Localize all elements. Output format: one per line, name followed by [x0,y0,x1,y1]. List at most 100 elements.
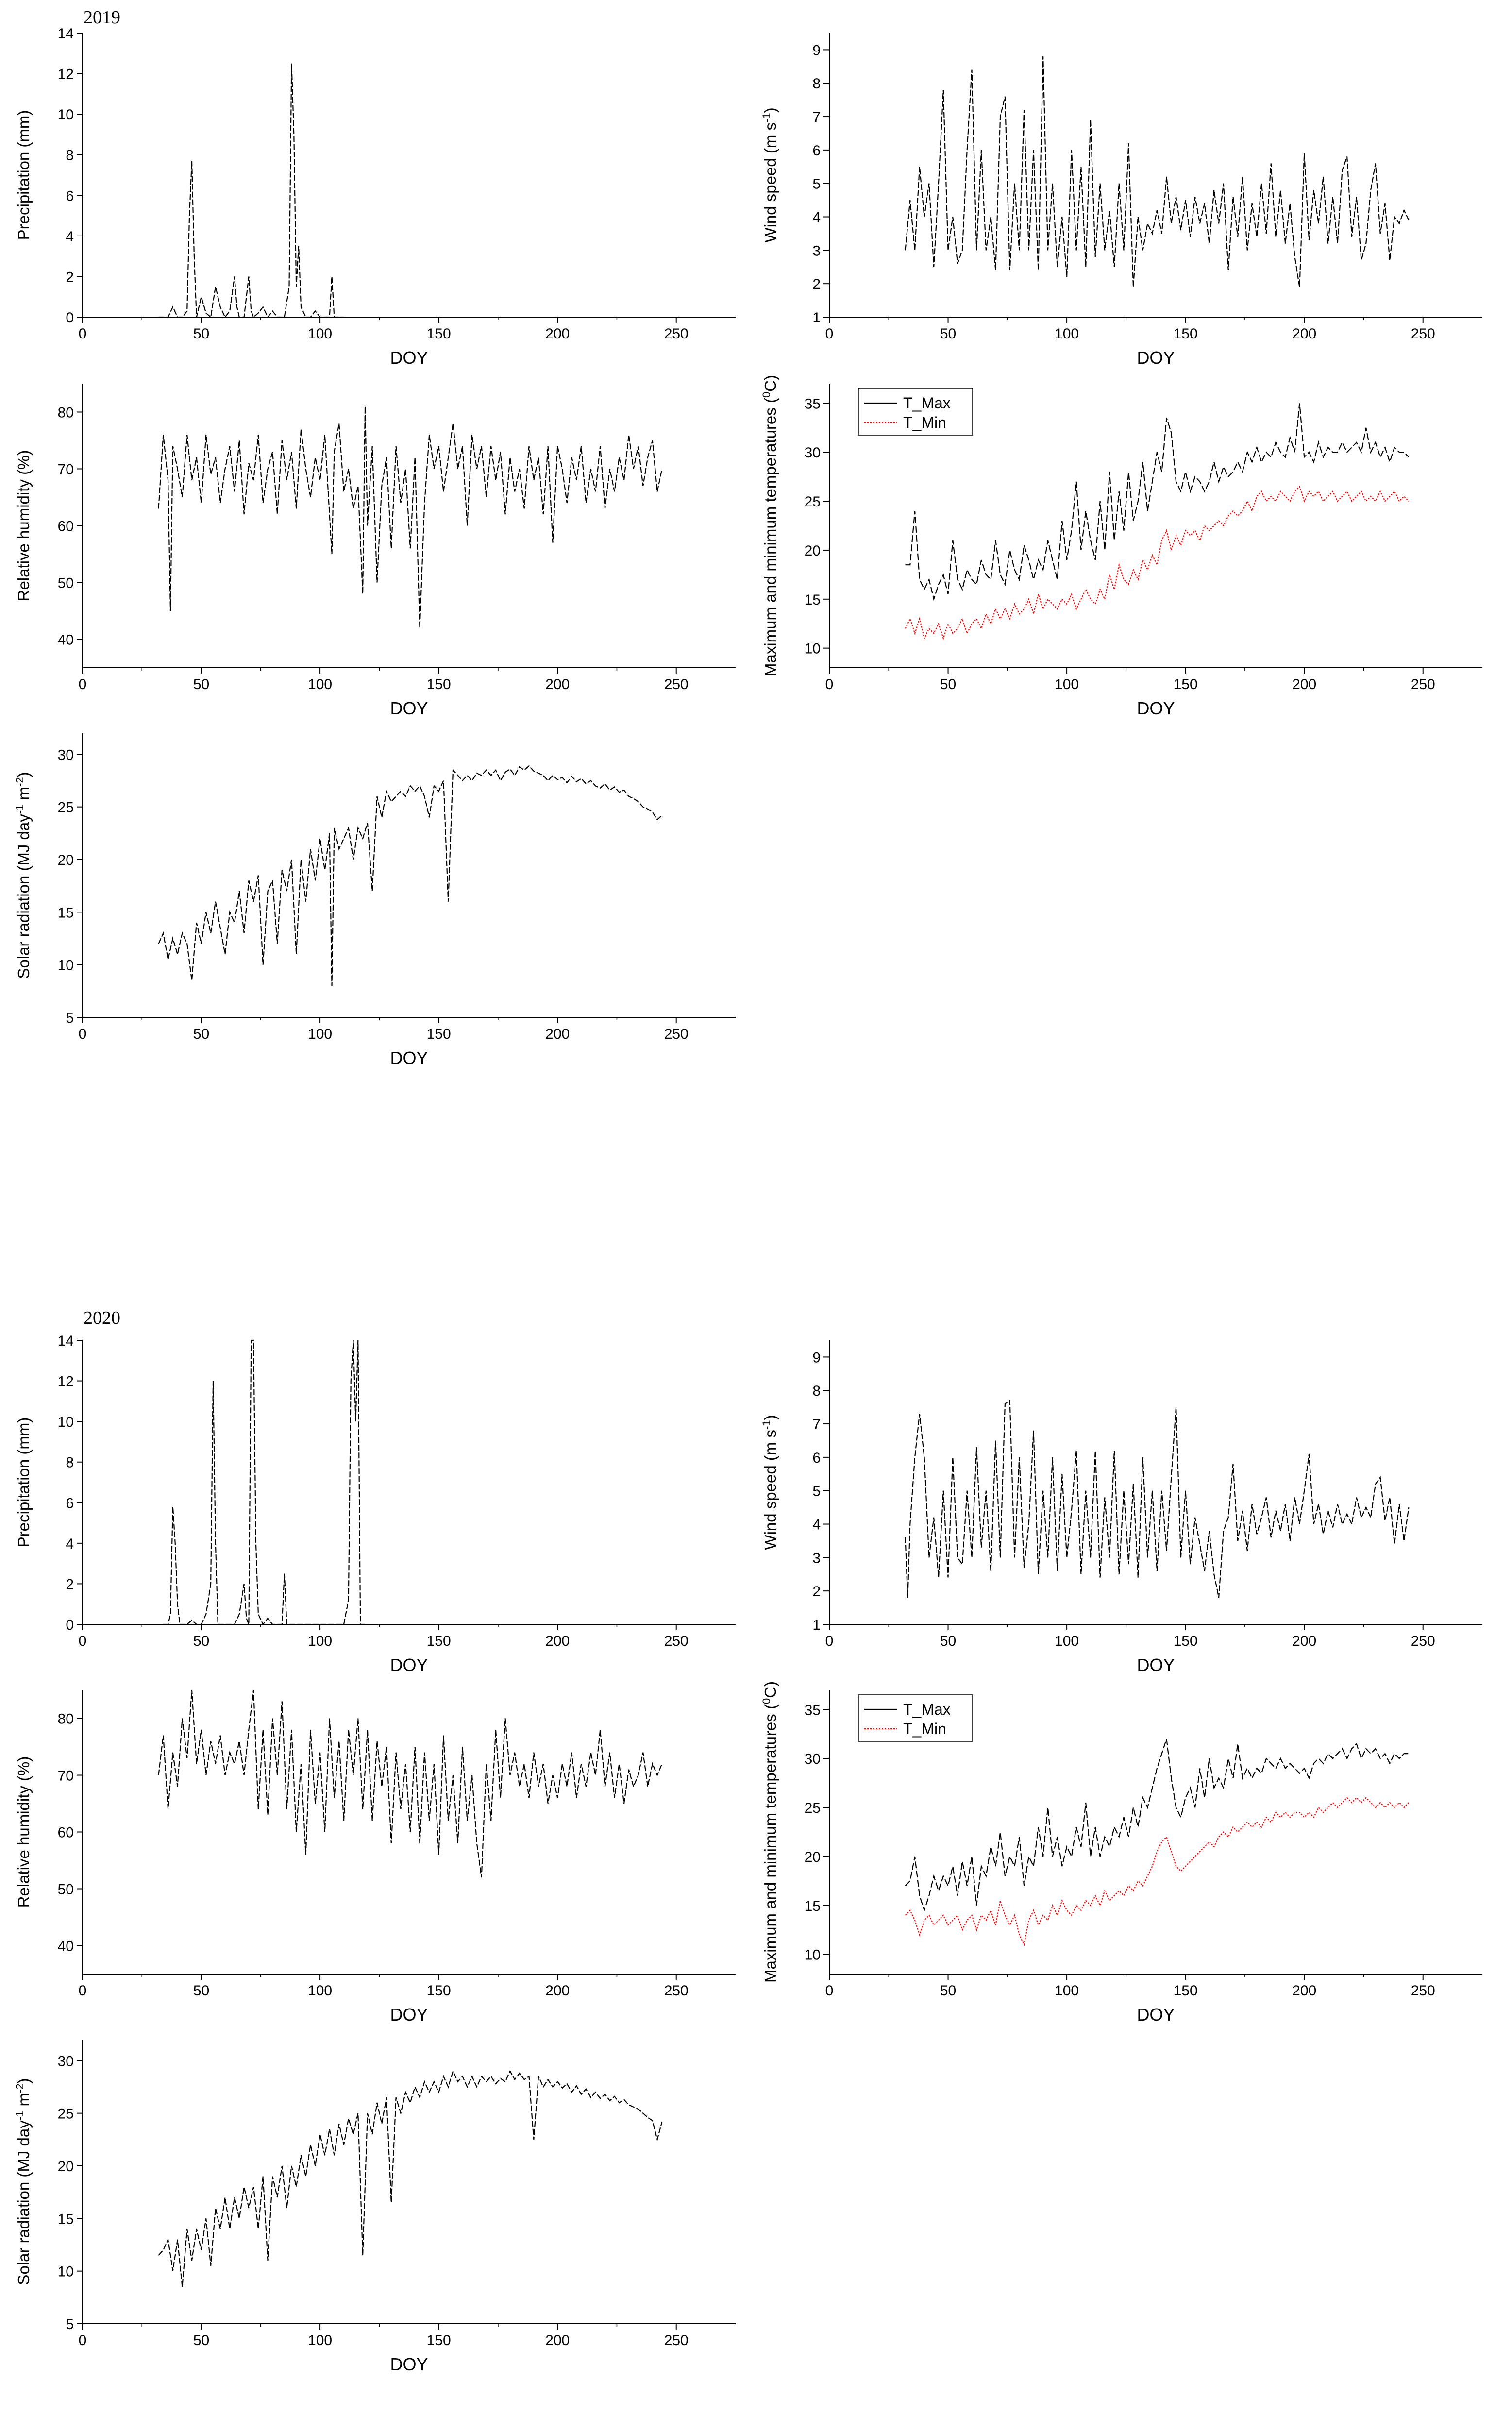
x-tick-label: 250 [1411,1983,1435,1999]
x-tick-label: 100 [308,676,332,692]
chart-panel-p2019-temp: 0 50 100 150 200 250 10 15 20 25 30 35 DOY Maximum an… [760,375,1482,718]
x-tick-label: 250 [1411,676,1435,692]
chart-panel-p2019-rh: 0 50 100 150 200 250 40 50 60 70 80 DOY Relative hum… [15,384,736,718]
chart-panel-p2020-precip: 0 50 100 150 200 250 0 2 4 6 8 10 12 14 DOY Precipitati… [15,1333,736,1675]
y-tick-label: 20 [58,852,74,868]
x-tick-label: 200 [545,2332,570,2348]
y-tick-label: 12 [58,67,74,83]
series-line-values [163,1339,368,1624]
x-tick-label: 150 [427,1983,451,1999]
y-tick-label: 30 [805,1751,821,1767]
series-line-t-max [905,403,1410,601]
y-tick-label: 8 [812,76,821,92]
y-tick-label: 10 [58,1414,74,1430]
y-tick-label: 3 [812,243,821,259]
x-tick-label: 100 [1055,676,1079,692]
x-tick-label: 50 [193,326,209,342]
x-tick-label: 250 [664,1983,689,1999]
y-tick-label: 8 [66,148,74,164]
legend-box [858,388,973,436]
x-tick-label: 200 [1292,1633,1316,1649]
legend: T_Max T_Min [858,1694,973,1742]
y-tick-label: 10 [58,2264,74,2280]
y-tick-label: 25 [805,494,821,510]
y-tick-label: 8 [66,1455,74,1471]
y-axis-label: Precipitation (mm) [15,110,33,240]
series-line-values [158,406,663,628]
y-tick-label: 20 [58,2159,74,2175]
legend-box [858,1694,973,1742]
y-tick-label: 60 [58,1825,74,1841]
x-tick-label: 150 [427,2332,451,2348]
y-tick-label: 30 [58,747,74,763]
x-axis-label: DOY [1137,1655,1175,1675]
y-tick-label: 40 [58,1939,74,1955]
x-tick-label: 50 [193,1983,209,1999]
x-tick-label: 0 [79,326,87,342]
y-tick-label: 10 [58,958,74,974]
y-tick-label: 15 [58,2211,74,2227]
y-tick-label: 0 [66,1617,74,1633]
x-axis-label: DOY [390,698,428,718]
legend-label: T_Min [903,1720,946,1738]
y-tick-label: 10 [805,1947,821,1963]
legend: T_Max T_Min [858,388,973,436]
y-tick-label: 35 [805,1702,821,1718]
x-tick-label: 200 [545,1026,570,1042]
legend-label: T_Min [903,414,946,431]
x-tick-label: 0 [79,1983,87,1999]
y-tick-label: 3 [812,1550,821,1566]
y-tick-label: 14 [58,1333,74,1349]
y-tick-label: 40 [58,632,74,648]
x-tick-label: 50 [193,1026,209,1042]
y-tick-label: 4 [812,1517,821,1533]
y-tick-label: 35 [805,396,821,412]
x-tick-label: 200 [545,1633,570,1649]
y-tick-label: 15 [58,905,74,921]
y-tick-label: 2 [812,1584,821,1600]
y-axis-label: Wind speed (m s-1) [760,1415,780,1550]
x-axis-label: DOY [390,1048,428,1068]
x-axis-label: DOY [390,2354,428,2374]
x-axis-label: DOY [390,2005,428,2025]
year-label-2020: 2020 [84,1308,120,1328]
legend-label: T_Max [903,1701,951,1718]
chart-panel-p2020-temp: 0 50 100 150 200 250 10 15 20 25 30 35 DOY Maximum an… [760,1681,1482,2025]
y-tick-label: 4 [66,1536,74,1552]
x-tick-label: 100 [1055,326,1079,342]
x-tick-label: 150 [427,676,451,692]
x-tick-label: 0 [825,1633,834,1649]
x-tick-label: 200 [1292,676,1316,692]
series-line-t-max [905,1739,1409,1912]
x-tick-label: 0 [79,1026,87,1042]
x-tick-label: 250 [664,326,689,342]
x-tick-label: 0 [79,676,87,692]
y-axis-label: Maximum and minimum temperatures (0C) [760,375,780,676]
y-tick-label: 4 [812,210,821,226]
x-axis-label: DOY [1137,2005,1175,2025]
x-tick-label: 250 [1411,1633,1435,1649]
y-tick-label: 70 [58,1768,74,1784]
series-line-t-min [905,485,1410,641]
y-tick-label: 25 [58,2106,74,2122]
x-tick-label: 150 [427,1633,451,1649]
x-tick-label: 50 [193,676,209,692]
y-tick-label: 60 [58,519,74,535]
x-tick-label: 200 [1292,326,1316,342]
y-tick-label: 5 [812,176,821,192]
y-tick-label: 20 [805,543,821,559]
x-tick-label: 100 [308,1983,332,1999]
y-axis-label: Relative humidity (%) [15,450,33,602]
series-line-values [905,1399,1410,1598]
y-tick-label: 6 [812,143,821,159]
x-tick-label: 50 [940,1983,956,1999]
y-axis-label: Precipitation (mm) [15,1418,33,1548]
y-tick-label: 9 [812,42,821,58]
x-tick-label: 150 [427,1026,451,1042]
x-tick-label: 250 [1411,326,1435,342]
y-axis-label: Solar radiation (MJ day-1 m-2) [14,2078,33,2285]
x-tick-label: 200 [545,326,570,342]
x-tick-label: 200 [1292,1983,1316,1999]
x-tick-label: 50 [193,2332,209,2348]
